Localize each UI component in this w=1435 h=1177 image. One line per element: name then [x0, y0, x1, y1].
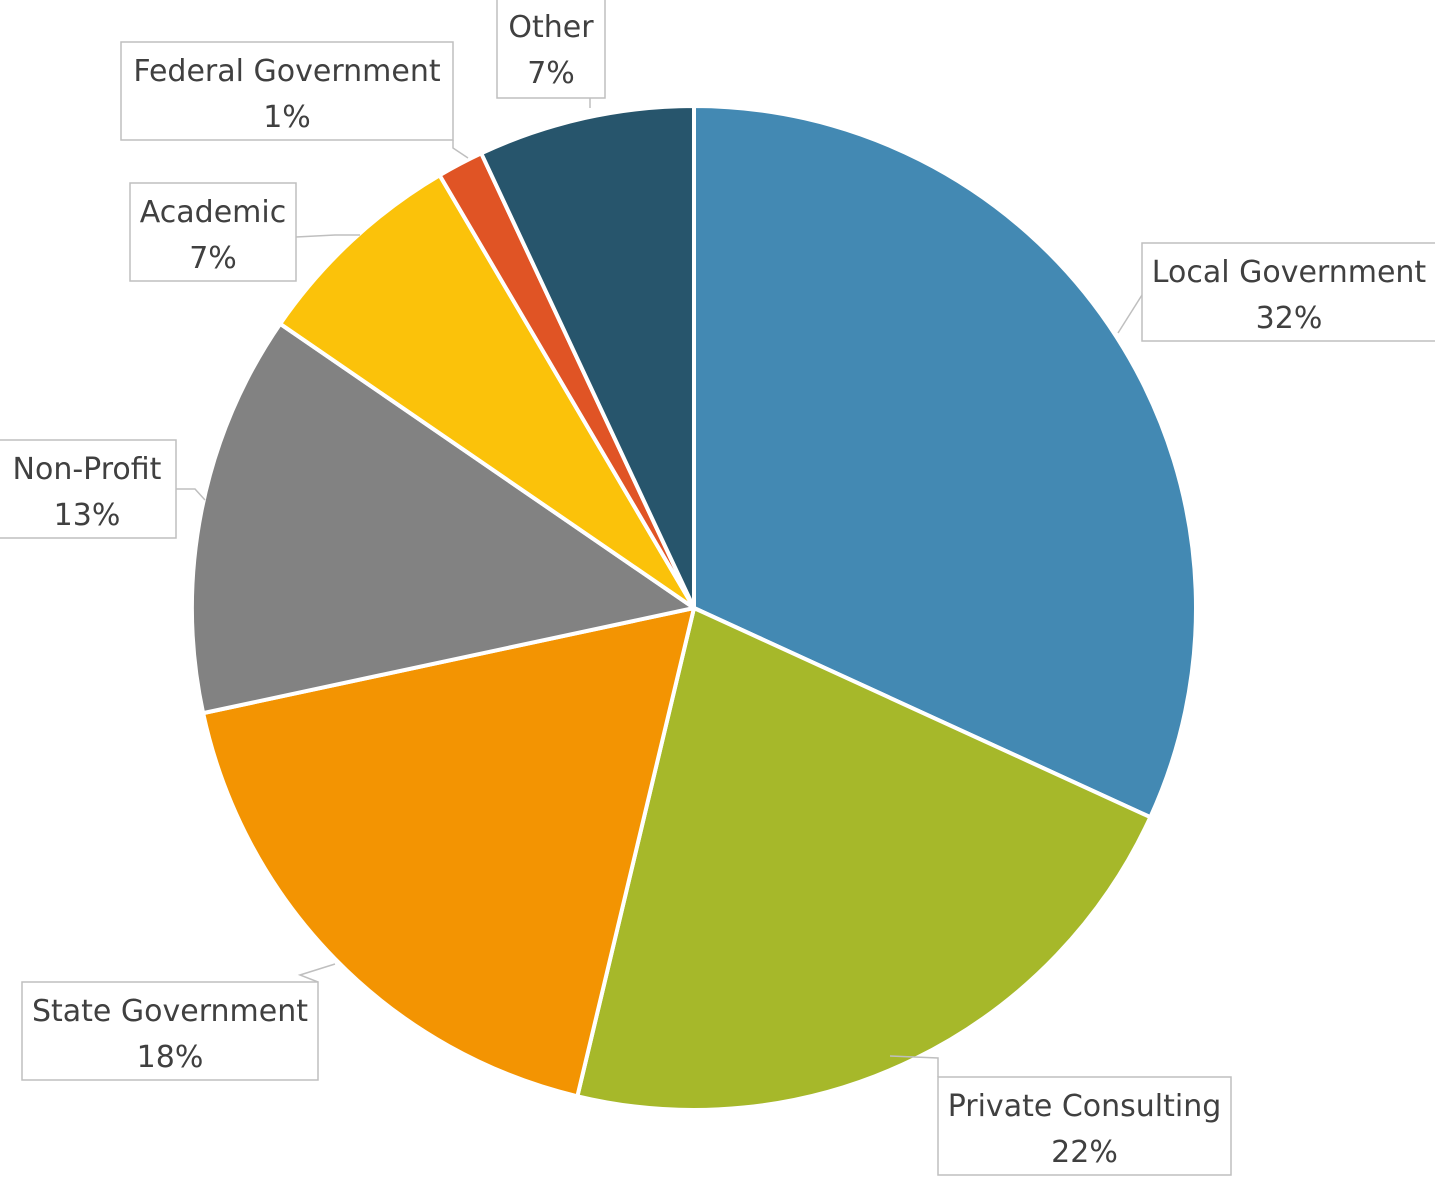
data-label-category: Other — [508, 10, 594, 45]
pie-slice-private-consulting — [575, 606, 1153, 1112]
leader-line-private-consulting — [889, 1055, 939, 1077]
data-label-category: Non-Profit — [13, 452, 162, 487]
pie-slice-local-government — [692, 104, 1198, 820]
pie-slice-academic — [278, 173, 696, 610]
data-label-non-profit: Non-Profit 13% — [0, 439, 177, 539]
leader-line-state-government — [297, 963, 336, 983]
pie-slice-other — [479, 104, 696, 610]
data-label-box — [1141, 242, 1435, 342]
data-label-academic: Academic 7% — [129, 182, 297, 282]
data-label-box — [937, 1076, 1232, 1176]
data-label-category: Academic — [140, 195, 286, 230]
data-label-box — [0, 439, 177, 539]
leader-line-local-government — [1117, 294, 1143, 334]
data-label-private-consulting: Private Consulting 22% — [937, 1076, 1232, 1176]
data-label-category: State Government — [32, 994, 308, 1029]
data-label-box — [496, 0, 606, 99]
data-label-box — [129, 182, 297, 282]
label-leader-lines — [176, 98, 1143, 1077]
data-label-box — [21, 981, 319, 1081]
leader-line-non-profit — [176, 488, 206, 501]
leader-line-academic — [295, 234, 360, 238]
data-label-category: Local Government — [1152, 255, 1427, 290]
data-label-percent: 7% — [527, 56, 575, 91]
data-label-category: Federal Government — [133, 54, 440, 89]
data-label-other: Other 7% — [496, 0, 606, 99]
data-label-percent: 13% — [54, 498, 121, 533]
data-label-local-government: Local Government 32% — [1141, 242, 1435, 342]
data-label-percent: 32% — [1256, 301, 1323, 336]
data-label-percent: 7% — [189, 241, 237, 276]
data-label-box — [120, 41, 454, 141]
pie-slices — [190, 104, 1198, 1112]
pie-slice-non-profit — [190, 321, 696, 716]
data-label-federal-government: Federal Government 1% — [120, 41, 454, 141]
data-label-percent: 1% — [263, 100, 311, 135]
data-label-percent: 22% — [1051, 1135, 1118, 1170]
data-label-state-government: State Government 18% — [21, 981, 319, 1081]
data-label-percent: 18% — [137, 1040, 204, 1075]
pie-slice-state-government — [201, 606, 696, 1099]
leader-line-federal-government — [452, 140, 469, 159]
data-label-category: Private Consulting — [948, 1089, 1222, 1124]
